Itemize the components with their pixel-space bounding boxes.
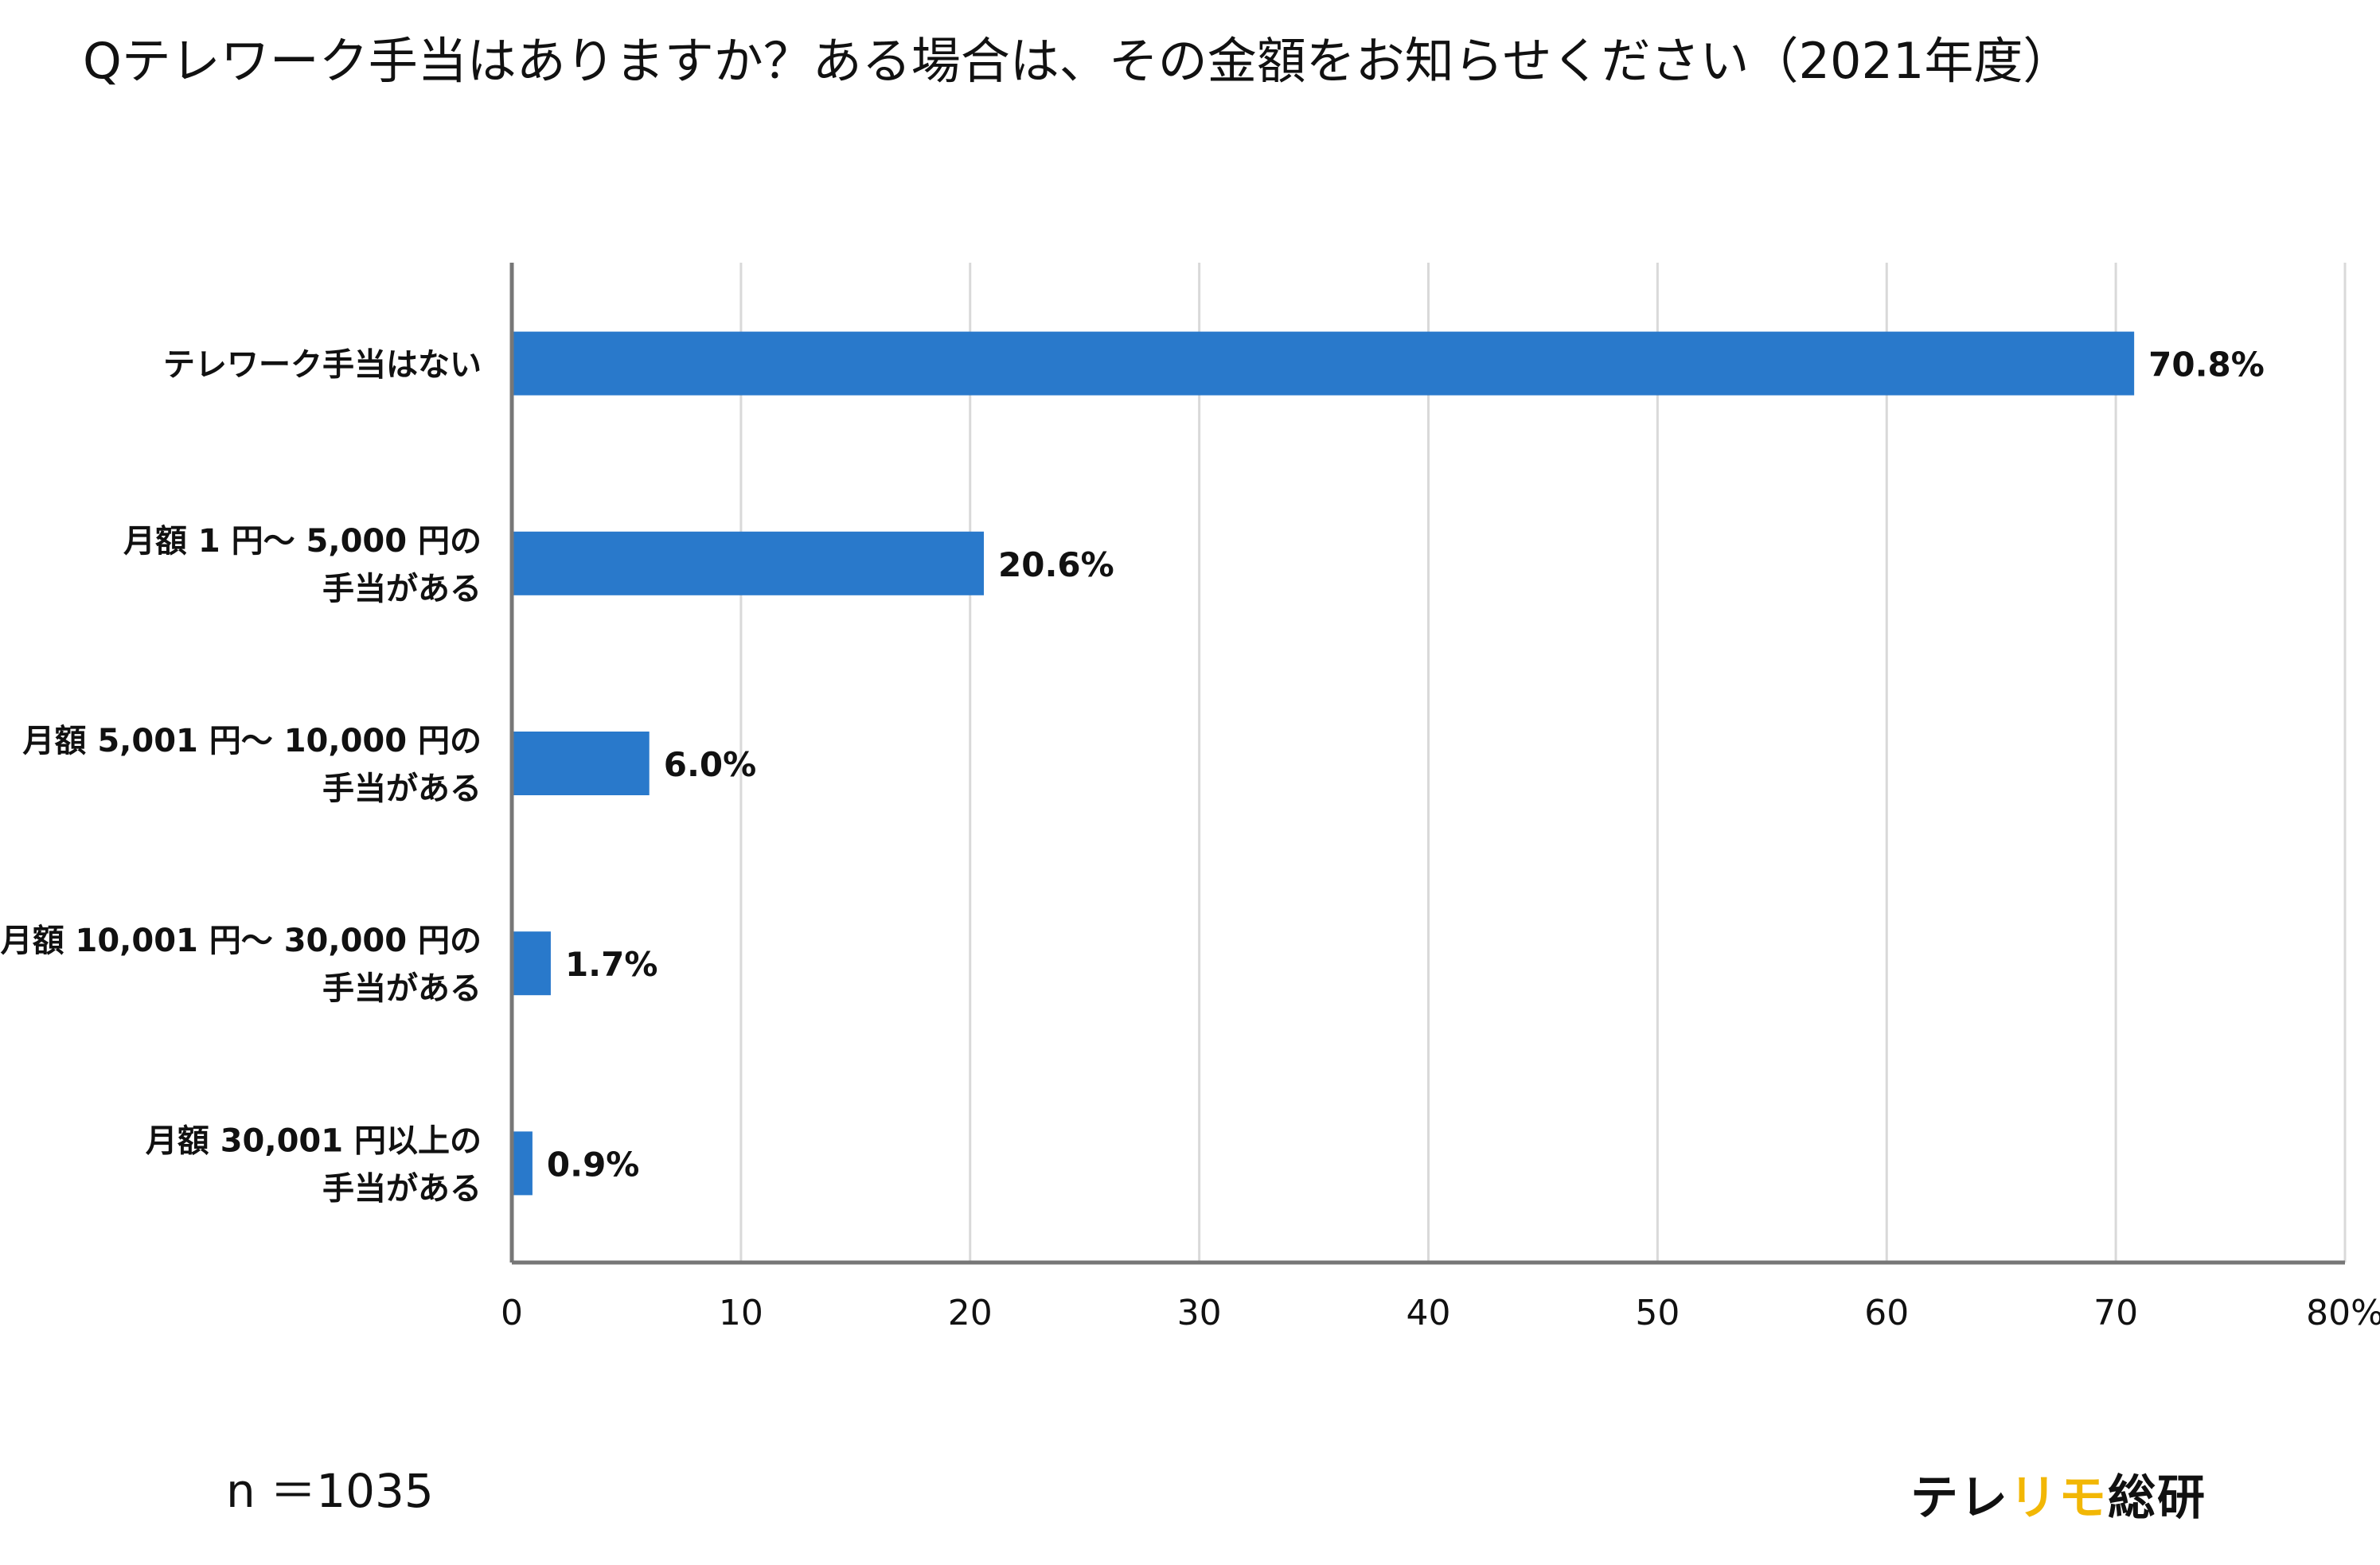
category-label-2-line-2: 手当がある [322, 571, 482, 607]
category-label-1-line-1: テレワーク手当はない [163, 347, 482, 384]
bar-5 [513, 1131, 533, 1196]
bars [513, 331, 2135, 1196]
x-tick-label-80: 80% [2306, 1293, 2380, 1333]
data-label-4: 1.7% [565, 945, 657, 984]
x-tick-label-10: 10 [719, 1293, 763, 1333]
brand-part-3: 総研 [2108, 1470, 2206, 1526]
category-label-5-line-1: 月額 30,001 円以上の [146, 1122, 482, 1159]
category-label-3-line-2: 手当がある [322, 771, 482, 807]
x-tick-label-60: 60 [1864, 1293, 1909, 1333]
brand-part-2: リモ [2009, 1470, 2108, 1526]
page-title: Qテレワーク手当はありますか？ある場合は、その金額をお知らせください（2021年… [83, 32, 2073, 90]
x-tick-label-40: 40 [1407, 1293, 1451, 1333]
bar-1 [513, 331, 2135, 396]
category-label-4-line-2: 手当がある [322, 970, 482, 1007]
x-tick-label-20: 20 [948, 1293, 993, 1333]
x-tick-label-70: 70 [2093, 1293, 2138, 1333]
sample-size: n ＝1035 [226, 1464, 434, 1518]
data-labels: 70.8% 20.6% 6.0% 1.7% 0.9% [547, 345, 2265, 1184]
x-tick-label-30: 30 [1177, 1293, 1222, 1333]
category-label-2-line-1: 月額 1 円〜 5,000 円の [123, 523, 482, 560]
data-label-2: 20.6% [998, 545, 1114, 584]
x-tick-label-0: 0 [501, 1293, 523, 1333]
brand-part-1: テレ [1910, 1470, 2009, 1526]
data-label-3: 6.0% [664, 745, 756, 784]
brand-logo: テレリモ総研 [1910, 1469, 2206, 1527]
category-label-3-line-1: 月額 5,001 円〜 10,000 円の [22, 723, 482, 759]
data-label-1: 70.8% [2148, 345, 2265, 384]
grid-lines [739, 263, 2347, 1263]
x-tick-label-50: 50 [1635, 1293, 1680, 1333]
category-label-4-line-1: 月額 10,001 円〜 30,000 円の [1, 923, 482, 959]
category-label-5-line-2: 手当がある [322, 1170, 482, 1207]
bar-3 [513, 732, 650, 795]
data-label-5: 0.9% [547, 1145, 639, 1184]
bar-2 [513, 531, 985, 595]
bar-4 [513, 931, 551, 996]
x-tick-labels: 0 10 20 30 40 50 60 70 80% [501, 1293, 2380, 1333]
